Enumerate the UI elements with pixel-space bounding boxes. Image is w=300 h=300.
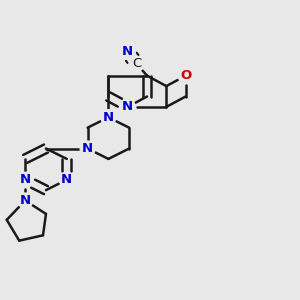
Text: N: N [122, 45, 133, 58]
Circle shape [18, 193, 33, 208]
Circle shape [80, 141, 95, 156]
Circle shape [178, 68, 193, 83]
Text: N: N [103, 111, 114, 124]
Text: N: N [20, 173, 31, 186]
Text: N: N [20, 194, 31, 207]
Text: O: O [180, 69, 191, 82]
Circle shape [120, 44, 135, 59]
Text: N: N [122, 100, 133, 113]
Circle shape [129, 56, 144, 71]
Text: C: C [132, 57, 141, 70]
Circle shape [101, 110, 116, 125]
Circle shape [120, 100, 135, 114]
Circle shape [18, 172, 33, 187]
Text: N: N [82, 142, 93, 155]
Circle shape [59, 172, 74, 187]
Text: N: N [61, 173, 72, 186]
